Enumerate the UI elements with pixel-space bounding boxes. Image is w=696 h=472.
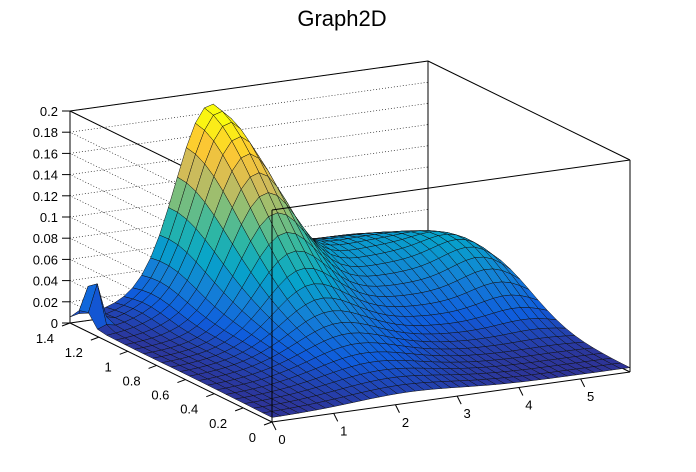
y-tick-label: 1.2 xyxy=(65,345,83,360)
frame-edge xyxy=(427,60,631,161)
y-tick xyxy=(206,393,215,398)
frame-edge xyxy=(271,371,631,423)
z-tick-label: 0.02 xyxy=(33,295,58,310)
y-tick-label: 0 xyxy=(249,430,256,445)
z-tick-label: 0.1 xyxy=(40,210,58,225)
x-tick xyxy=(456,395,462,405)
z-tick-label: 0.12 xyxy=(33,189,58,204)
y-tick xyxy=(90,336,100,341)
y-tick-label: 0.6 xyxy=(151,388,169,403)
y-tick-label: 1 xyxy=(104,359,111,374)
z-gridline xyxy=(68,103,429,253)
chart-title: Graph2D xyxy=(297,6,386,31)
x-tick xyxy=(395,404,400,413)
y-tick-label: 1.4 xyxy=(36,331,54,346)
y-tick xyxy=(263,421,273,426)
x-tick xyxy=(518,387,524,396)
z-gridline xyxy=(68,209,429,359)
y-tick-label: 0.8 xyxy=(122,373,140,388)
x-tick-label: 3 xyxy=(464,406,471,421)
z-gridline xyxy=(68,124,429,274)
x-tick-label: 5 xyxy=(587,389,594,404)
x-tick-label: 0 xyxy=(278,432,285,447)
y-tick xyxy=(119,350,128,355)
x-tick-label: 4 xyxy=(525,398,532,413)
plot-frame-front xyxy=(271,159,631,423)
z-tick-label: 0.14 xyxy=(33,168,58,183)
z-tick-label: 0.04 xyxy=(33,274,58,289)
x-tick xyxy=(271,421,277,431)
x-tick xyxy=(580,378,586,388)
frame-edge xyxy=(69,322,273,423)
y-tick xyxy=(234,407,244,412)
z-tick-label: 0.2 xyxy=(40,104,58,119)
z-tick-label: 0.18 xyxy=(33,125,58,140)
z-gridline xyxy=(68,81,429,232)
z-tick-label: 0.06 xyxy=(33,252,58,267)
z-tick-label: 0 xyxy=(51,316,58,331)
z-tick-label: 0.16 xyxy=(33,146,58,161)
y-tick-label: 0.4 xyxy=(180,402,198,417)
x-tick xyxy=(333,413,339,422)
frame-edge xyxy=(271,159,631,211)
z-gridline xyxy=(68,166,429,317)
x-tick-label: 1 xyxy=(340,423,347,438)
z-gridline xyxy=(68,60,429,211)
y-tick xyxy=(177,379,186,384)
z-tick-label: 0.08 xyxy=(33,231,58,246)
x-tick-label: 2 xyxy=(402,415,409,430)
axis-ticks: 0 0.02 0.04 0.06 0.08 0.1 0.12 0.14 0.16 0.18 0.2 0… xyxy=(33,104,595,447)
surface-mesh xyxy=(69,103,631,418)
z-gridline xyxy=(68,145,429,296)
y-tick xyxy=(61,322,71,327)
y-tick xyxy=(148,364,157,369)
y-tick-label: 0.2 xyxy=(209,416,227,431)
